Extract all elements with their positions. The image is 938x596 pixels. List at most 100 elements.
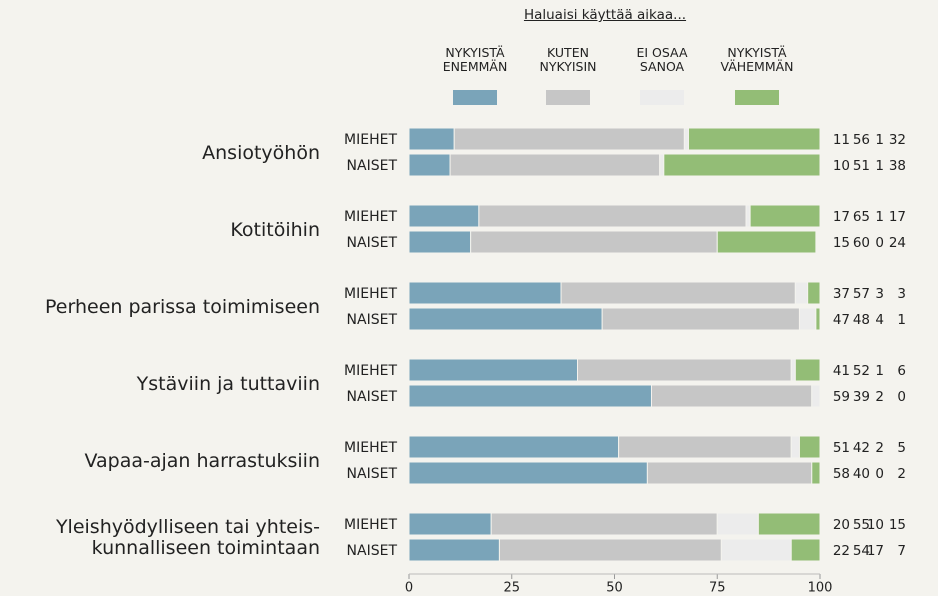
group-label: Ystäviin ja tuttaviin bbox=[136, 372, 320, 395]
value-label: 3 bbox=[897, 286, 906, 302]
value-label: 17 bbox=[889, 209, 906, 225]
x-tick-label: 0 bbox=[405, 581, 413, 596]
row-label: MIEHET bbox=[344, 209, 397, 225]
value-label: 5 bbox=[897, 440, 906, 456]
value-label: 58 bbox=[833, 466, 850, 482]
bar-segment bbox=[408, 461, 648, 485]
bar-segment bbox=[749, 204, 821, 228]
value-label: 2 bbox=[897, 466, 906, 482]
group-label: Kotitöihin bbox=[230, 218, 320, 241]
bar-segment bbox=[790, 435, 800, 459]
bar-segment bbox=[815, 307, 821, 331]
row-label: MIEHET bbox=[344, 286, 397, 302]
bar-segment bbox=[687, 127, 821, 151]
value-label: 15 bbox=[833, 235, 850, 251]
bar-segment bbox=[720, 538, 792, 562]
value-label: 42 bbox=[853, 440, 870, 456]
bar-segment bbox=[659, 153, 665, 177]
value-label: 39 bbox=[853, 389, 870, 405]
bar-segment bbox=[408, 512, 492, 536]
value-label: 0 bbox=[897, 389, 906, 405]
value-label: 1 bbox=[875, 209, 884, 225]
value-label: 51 bbox=[853, 158, 870, 174]
bar-segment bbox=[790, 538, 821, 562]
value-label: 24 bbox=[889, 235, 906, 251]
bar-segment bbox=[470, 230, 718, 254]
value-label: 1 bbox=[875, 132, 884, 148]
bar-segment bbox=[716, 512, 759, 536]
bar-segment bbox=[807, 281, 821, 305]
value-label: 57 bbox=[853, 286, 870, 302]
row-label: NAISET bbox=[347, 466, 398, 482]
bar-segment bbox=[646, 461, 813, 485]
bar-segment bbox=[408, 307, 603, 331]
value-label: 0 bbox=[875, 466, 884, 482]
value-label: 65 bbox=[853, 209, 870, 225]
value-label: 17 bbox=[833, 209, 850, 225]
value-label: 22 bbox=[833, 543, 850, 559]
value-label: 38 bbox=[889, 158, 906, 174]
bar-segment bbox=[811, 461, 821, 485]
group-label: Ansiotyöhön bbox=[202, 141, 320, 164]
x-tick-label: 25 bbox=[503, 581, 520, 596]
value-label: 1 bbox=[875, 363, 884, 379]
value-label: 7 bbox=[897, 543, 906, 559]
row-label: MIEHET bbox=[344, 440, 397, 456]
bar-segment bbox=[663, 153, 821, 177]
value-label: 6 bbox=[897, 363, 906, 379]
bar-segment bbox=[798, 435, 821, 459]
value-label: 15 bbox=[889, 517, 906, 533]
value-label: 40 bbox=[853, 466, 870, 482]
bar-segment bbox=[453, 127, 685, 151]
row-label: MIEHET bbox=[344, 132, 397, 148]
value-label: 11 bbox=[833, 132, 850, 148]
value-label: 32 bbox=[889, 132, 906, 148]
row-label: NAISET bbox=[347, 543, 398, 559]
row-label: NAISET bbox=[347, 235, 398, 251]
legend-label: EI OSAA SANOA bbox=[636, 45, 688, 75]
bar-segment bbox=[490, 512, 718, 536]
bar-segment bbox=[650, 384, 813, 408]
row-label: MIEHET bbox=[344, 517, 397, 533]
legend-label: NYKYISTÄ ENEMMÄN bbox=[442, 45, 508, 75]
value-label: 0 bbox=[875, 235, 884, 251]
group-label: Yleishyödylliseen tai yhteis- kunnallise… bbox=[55, 516, 320, 559]
bar-segment bbox=[408, 435, 620, 459]
legend-swatch bbox=[735, 90, 779, 105]
bar-segment bbox=[408, 127, 455, 151]
value-label: 48 bbox=[853, 312, 870, 328]
bar-segment bbox=[757, 512, 821, 536]
value-label: 52 bbox=[853, 363, 870, 379]
bar-segment bbox=[745, 204, 751, 228]
group-label: Vapaa-ajan harrastuksiin bbox=[84, 449, 320, 472]
x-tick-label: 75 bbox=[709, 581, 726, 596]
legend-swatch bbox=[640, 90, 684, 105]
value-label: 56 bbox=[853, 132, 870, 148]
value-label: 54 bbox=[853, 543, 870, 559]
value-label: 20 bbox=[833, 517, 850, 533]
value-label: 51 bbox=[833, 440, 850, 456]
x-tick-label: 100 bbox=[808, 581, 833, 596]
bar-segment bbox=[408, 153, 451, 177]
value-label: 2 bbox=[875, 440, 884, 456]
bar-segment bbox=[408, 358, 579, 382]
value-label: 60 bbox=[853, 235, 870, 251]
bar-segment bbox=[408, 281, 562, 305]
value-label: 55 bbox=[853, 517, 870, 533]
row-label: NAISET bbox=[347, 389, 398, 405]
bar-segment bbox=[408, 204, 480, 228]
value-label: 59 bbox=[833, 389, 850, 405]
legend-swatch bbox=[453, 90, 497, 105]
bar-segment bbox=[716, 230, 817, 254]
bar-segment bbox=[560, 281, 796, 305]
value-label: 1 bbox=[875, 158, 884, 174]
row-label: NAISET bbox=[347, 312, 398, 328]
bar-segment bbox=[408, 538, 500, 562]
value-label: 41 bbox=[833, 363, 850, 379]
bar-segment bbox=[794, 358, 821, 382]
bar-segment bbox=[449, 153, 661, 177]
bar-segment bbox=[798, 307, 817, 331]
bar-segment bbox=[618, 435, 792, 459]
bar-segment bbox=[408, 384, 652, 408]
value-label: 3 bbox=[875, 286, 884, 302]
